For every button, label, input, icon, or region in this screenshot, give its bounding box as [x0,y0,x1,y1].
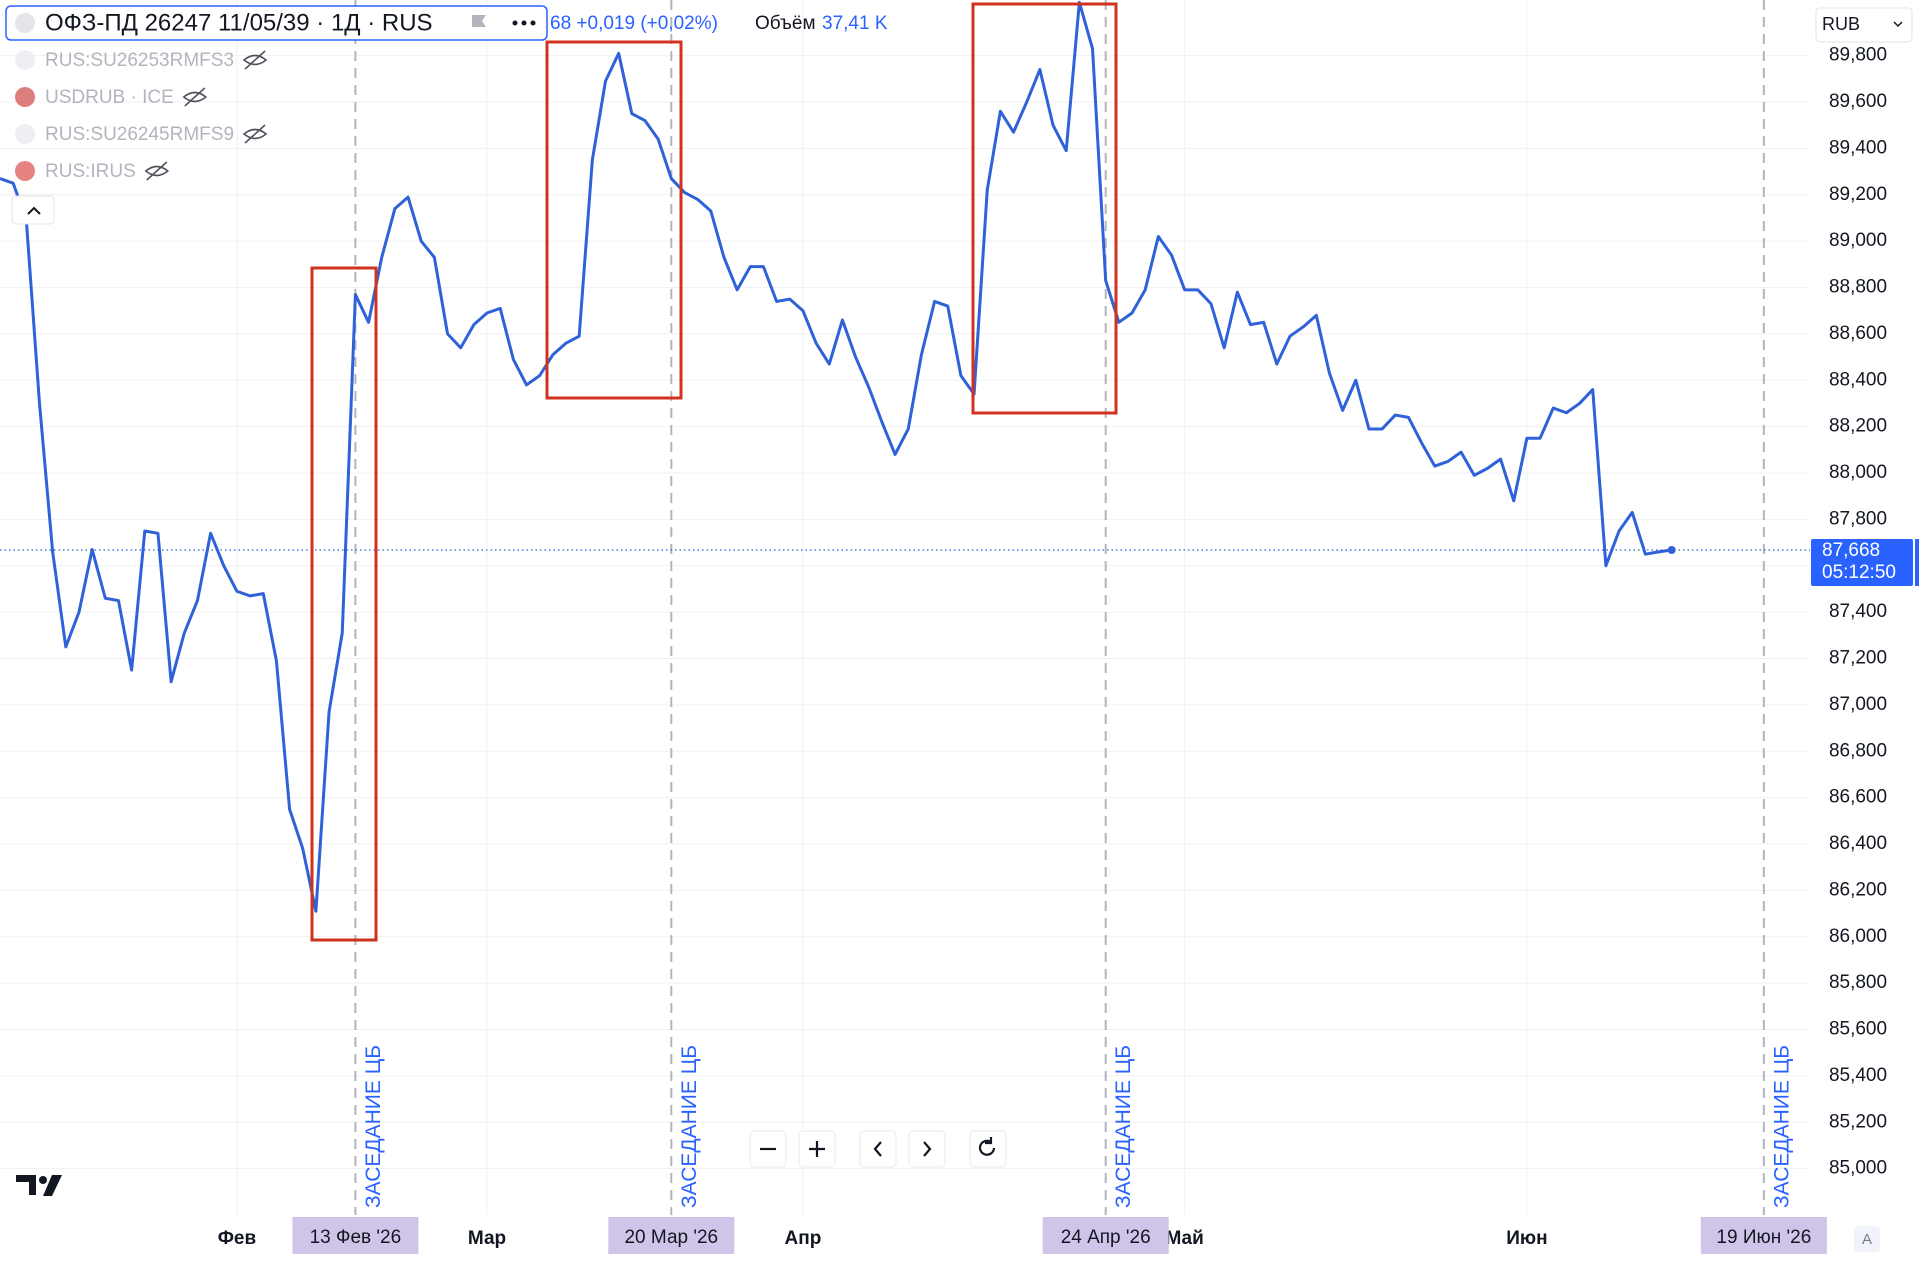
price-line [0,0,1672,913]
title-box[interactable] [5,5,548,41]
auto-scale-button[interactable] [1854,1226,1880,1252]
last-point [1667,545,1676,554]
y-tick-label: 85,800 [1829,972,1887,993]
axes: 85,000 85,200 85,400 85,600 85,800 86,000 86,2… [218,45,1919,1254]
x-tick-label: Мар [468,1228,506,1249]
y-tick-label: 87,000 [1829,694,1887,715]
event-label: ЗАСЕДАНИЕ ЦБ [678,1045,701,1208]
y-tick-label: 86,800 [1829,740,1887,761]
y-tick-label: 85,000 [1829,1158,1887,1179]
symbol-icon [15,13,35,33]
x-tick-label: Фев [218,1228,256,1249]
y-tick-label: 85,600 [1829,1019,1887,1040]
y-tick-label: 86,000 [1829,926,1887,947]
y-tick-label: 85,400 [1829,1065,1887,1086]
scroll-left[interactable] [859,1130,897,1168]
x-tick-label: 20 Мар '26 [624,1227,718,1248]
symbol-title: ОФЗ-ПД 26247 11/05/39 · 1Д · RUS [45,9,433,36]
flag-icon[interactable] [472,15,486,27]
x-tick-label: 13 Фев '26 [310,1227,402,1248]
y-tick-label: 88,200 [1829,416,1887,437]
x-tick-label: Май [1166,1228,1204,1249]
y-tick-label: 89,600 [1829,91,1887,112]
price-change: 68 +0,019 (+0,02%) [550,13,718,34]
date-highlight [1042,1217,1169,1254]
y-tick-label: 88,600 [1829,323,1887,344]
y-tick-label: 89,800 [1829,45,1887,66]
countdown: 05:12:50 [1822,562,1896,583]
right-icon [923,1141,932,1157]
logo [16,1175,62,1196]
reset[interactable] [969,1130,1007,1168]
y-tick-label: 86,400 [1829,833,1887,854]
events: ЗАСЕДАНИЕ ЦБ ЗАСЕДАНИЕ ЦБ ЗАСЕДАНИЕ ЦБ ЗАСЕ… [354,0,1793,1215]
x-tick-label: 24 Апр '26 [1061,1227,1151,1248]
y-tick-label: 86,600 [1829,787,1887,808]
y-tick-label: 89,400 [1829,137,1887,158]
x-tick-label: 19 Июн '26 [1716,1227,1811,1248]
hidden-icon [242,124,268,144]
dropdown-icon [1893,21,1903,28]
highlight-box [310,266,378,942]
overlay-name: RUS:SU26245RMFS9 [45,124,234,145]
overlay-name: USDRUB · ICE [45,87,174,108]
overlay-name: RUS:SU26253RMFS3 [45,50,234,71]
collapse-icon [27,206,41,215]
date-highlight [1700,1217,1827,1254]
highlight-box [971,2,1118,415]
y-tick-label: 89,200 [1829,184,1887,205]
y-tick-label: 87,400 [1829,601,1887,622]
auto-scale: A [1862,1231,1872,1248]
left-icon [873,1141,882,1157]
volume-value: 37,41 K [822,13,888,34]
x-tick-label: Июн [1506,1228,1547,1249]
hidden-icon [144,161,170,181]
overlay-name: RUS:IRUS [45,161,136,182]
overlay-icon [15,124,35,144]
series [0,0,1810,913]
more-icon[interactable] [512,20,536,26]
y-tick-label: 87,200 [1829,648,1887,669]
hidden-icon [182,87,208,107]
highlight-box [545,40,683,400]
y-tick-label: 88,400 [1829,369,1887,390]
overlay-legend: RUS:SU26253RMFS3 USDRUB · ICE RUS:SU26245R… [15,50,268,182]
price-label: 87,668 [1822,540,1880,561]
grid [0,0,1810,1215]
volume-label: Объём [755,13,816,34]
hidden-icon [242,50,268,70]
y-tick-label: 85,200 [1829,1111,1887,1132]
price-label-bg [1811,538,1913,586]
date-highlight [292,1217,419,1254]
event-label: ЗАСЕДАНИЕ ЦБ [1770,1045,1793,1208]
nav-buttons [749,1130,1007,1168]
x-tick-label: Апр [785,1228,822,1249]
currency-button[interactable] [1815,7,1913,43]
overlay-icon [15,50,35,70]
plus-icon [809,1141,825,1157]
event-label: ЗАСЕДАНИЕ ЦБ [1112,1045,1135,1208]
price-label-tab [1915,538,1919,586]
y-tick-label: 88,800 [1829,277,1887,298]
event-label: ЗАСЕДАНИЕ ЦБ [362,1045,385,1208]
overlay-icon [15,161,35,181]
y-tick-label: 87,800 [1829,508,1887,529]
y-tick-label: 86,200 [1829,879,1887,900]
currency: RUB [1822,14,1860,34]
date-highlight [608,1217,735,1254]
y-tick-label: 89,000 [1829,230,1887,251]
reset-icon [978,1137,996,1156]
y-tick-label: 88,000 [1829,462,1887,483]
overlay-icon [15,87,35,107]
scroll-right[interactable] [908,1130,946,1168]
